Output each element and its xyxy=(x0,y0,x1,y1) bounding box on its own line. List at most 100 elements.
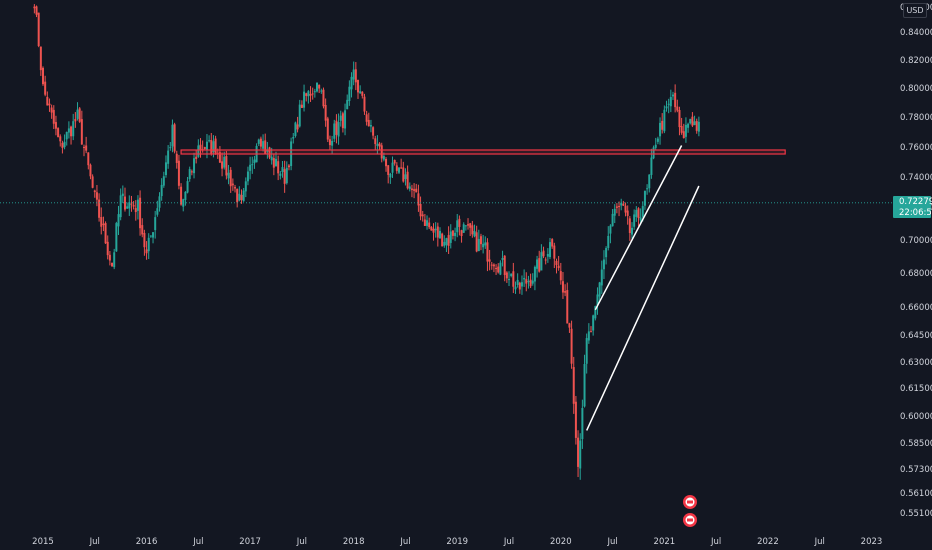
candle-body xyxy=(538,258,541,272)
candle-body xyxy=(82,146,85,148)
candle-body xyxy=(316,82,319,92)
candle-body xyxy=(132,205,135,207)
candle-body xyxy=(624,205,627,213)
candle-body xyxy=(296,124,299,130)
candle-body xyxy=(61,142,64,148)
candle-body xyxy=(272,158,275,168)
candle-body xyxy=(482,243,485,248)
event-marker-icon[interactable] xyxy=(683,495,697,509)
candle-body xyxy=(447,235,450,246)
candle-body xyxy=(35,6,38,15)
candle-body xyxy=(477,238,480,252)
candle-body xyxy=(367,119,370,127)
price-tick-label: 0.56100 xyxy=(900,489,932,499)
candle-body xyxy=(689,118,692,124)
candle-body xyxy=(639,217,642,221)
candle-body xyxy=(378,143,381,147)
candle-body xyxy=(203,147,206,149)
candle-body xyxy=(533,266,536,282)
candle-body xyxy=(479,236,482,245)
candle-body xyxy=(501,257,504,260)
candle-body xyxy=(436,226,439,238)
candle-body xyxy=(443,241,446,246)
candle-body xyxy=(413,189,416,191)
candle-body xyxy=(50,107,53,113)
channel-lower-line[interactable] xyxy=(586,185,700,431)
candle-body xyxy=(344,110,347,129)
candle-body xyxy=(67,128,70,133)
candle-body xyxy=(37,12,40,47)
candle-body xyxy=(318,84,321,89)
time-tick-label: Jul xyxy=(814,537,825,547)
candle-body xyxy=(523,278,526,280)
candle-body xyxy=(283,169,286,184)
candle-body xyxy=(352,69,355,80)
candle-body xyxy=(626,210,629,216)
candle-body xyxy=(275,158,278,167)
candle-body xyxy=(568,323,571,328)
candle-body xyxy=(376,143,379,146)
candle-body xyxy=(430,226,433,231)
candle-body xyxy=(676,106,679,111)
candle-body xyxy=(348,86,351,102)
candle-body xyxy=(402,167,405,182)
candle-body xyxy=(311,93,314,95)
candle-body xyxy=(164,162,167,176)
candle-body xyxy=(123,196,126,210)
candle-body xyxy=(570,328,573,364)
candle-body xyxy=(326,118,329,140)
candle-body xyxy=(428,222,431,228)
candle-body xyxy=(115,223,118,252)
candle-body xyxy=(408,186,411,189)
candle-body xyxy=(380,145,383,159)
candle-body xyxy=(529,279,532,287)
candle-body xyxy=(622,203,625,206)
candle-body xyxy=(57,128,60,138)
candle-body xyxy=(184,191,187,200)
candle-body xyxy=(542,250,545,257)
resistance-zone[interactable] xyxy=(180,149,786,155)
candle-body xyxy=(671,94,674,97)
candle-body xyxy=(421,214,424,217)
candle-body xyxy=(492,264,495,267)
candle-body xyxy=(369,125,372,127)
candle-body xyxy=(432,228,435,233)
candle-body xyxy=(328,139,331,146)
event-marker-icon[interactable] xyxy=(683,513,697,527)
time-tick-label: Jul xyxy=(503,537,514,547)
candle-body xyxy=(540,252,543,271)
candle-body xyxy=(475,232,478,252)
candle-body xyxy=(618,205,621,207)
candle-body xyxy=(350,76,353,90)
currency-label[interactable]: USD xyxy=(903,3,927,18)
candle-body xyxy=(434,228,437,231)
price-tick-label: 0.60000 xyxy=(900,412,932,422)
time-tick-label: Jul xyxy=(89,537,100,547)
candle-body xyxy=(359,91,362,94)
time-tick-label: 2020 xyxy=(550,537,572,547)
candle-body xyxy=(331,140,334,146)
candle-body xyxy=(520,282,523,287)
candle-body xyxy=(234,187,237,189)
candle-body xyxy=(249,164,252,171)
candle-body xyxy=(313,91,316,93)
candle-body xyxy=(117,214,120,227)
candle-body xyxy=(553,245,556,259)
time-tick-label: Jul xyxy=(296,537,307,547)
candle-body xyxy=(149,235,152,237)
channel-upper-line[interactable] xyxy=(594,145,683,311)
candle-body xyxy=(680,125,683,133)
candle-body xyxy=(266,150,269,152)
candle-body xyxy=(229,169,232,187)
candle-body xyxy=(549,242,552,258)
candle-body xyxy=(205,141,208,151)
candle-body xyxy=(469,223,472,228)
candle-body xyxy=(385,159,388,167)
candle-body xyxy=(633,214,636,227)
time-tick-label: 2017 xyxy=(239,537,261,547)
candle-body xyxy=(590,331,593,333)
candle-body xyxy=(292,137,295,139)
candle-body xyxy=(693,121,696,126)
price-tick-label: 0.61500 xyxy=(900,384,932,394)
